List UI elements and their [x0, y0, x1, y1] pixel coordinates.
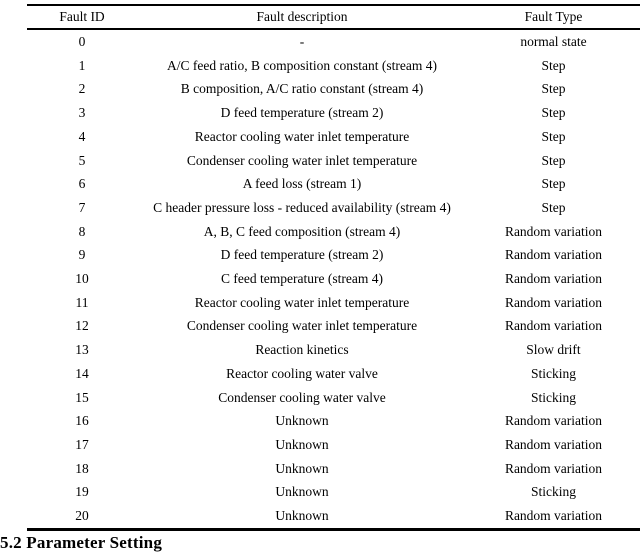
fault-description-cell: Condenser cooling water valve — [218, 389, 386, 405]
fault-description-cell: Unknown — [275, 508, 329, 524]
fault-description-cell: Reaction kinetics — [255, 342, 349, 358]
fault-id-cell: 11 — [75, 294, 89, 310]
table-header: Fault ID Fault description Fault Type — [27, 5, 640, 30]
fault-type-cell: Random variation — [504, 413, 603, 429]
fault-type-cell: Random variation — [504, 271, 603, 287]
fault-description-cell: A feed loss (stream 1) — [242, 176, 362, 192]
fault-type-cell: Sticking — [530, 365, 576, 381]
fault-description-cell: Condenser cooling water inlet temperatur… — [186, 152, 418, 168]
fault-description-cell: Reactor cooling water inlet temperature — [194, 294, 410, 310]
fault-description-cell: Unknown — [275, 484, 329, 500]
fault-type-cell: Slow drift — [526, 342, 581, 358]
fault-type-cell: Random variation — [504, 247, 603, 263]
fault-description-cell: Unknown — [275, 460, 329, 476]
fault-description-cell: D feed temperature (stream 2) — [220, 105, 384, 121]
column-header-fault-description: Fault description — [137, 5, 467, 30]
fault-id-cell: 20 — [75, 508, 89, 524]
table-header-row: Fault ID Fault description Fault Type — [27, 5, 640, 30]
table-row: 13 Reaction kinetics Slow drift — [27, 338, 640, 362]
section-heading: 5.2 Parameter Setting — [0, 533, 163, 552]
table-row: 4 Reactor cooling water inlet temperatur… — [27, 125, 640, 149]
fault-id-cell: 2 — [78, 81, 86, 97]
fault-list-table: Fault ID Fault description Fault Type 0 … — [27, 4, 640, 531]
fault-id-cell: 5 — [78, 152, 86, 168]
fault-description-cell: - — [299, 34, 305, 49]
table-row: 2 B composition, A/C ratio constant (str… — [27, 77, 640, 101]
fault-type-cell: Step — [541, 152, 566, 168]
table-row: 7 C header pressure loss - reduced avail… — [27, 196, 640, 220]
table-row: 0 - normal state — [27, 29, 640, 54]
table-row: 12 Condenser cooling water inlet tempera… — [27, 314, 640, 338]
fault-description-cell: Unknown — [275, 413, 329, 429]
fault-description-cell: Reactor cooling water valve — [226, 365, 378, 381]
fault-type-cell: Random variation — [504, 508, 603, 524]
fault-id-cell: 0 — [78, 34, 86, 49]
fault-id-cell: 10 — [75, 271, 89, 287]
fault-id-cell: 18 — [75, 460, 89, 476]
fault-description-cell: B composition, A/C ratio constant (strea… — [180, 81, 424, 97]
table-body: 0 - normal state 1 A/C feed ratio, B com… — [27, 29, 640, 529]
table-row: 8 A, B, C feed composition (stream 4) Ra… — [27, 220, 640, 244]
fault-type-cell: Random variation — [504, 294, 603, 310]
fault-id-cell: 8 — [78, 223, 86, 239]
table-row: 18 Unknown Random variation — [27, 457, 640, 481]
fault-id-cell: 14 — [75, 365, 89, 381]
fault-id-cell: 16 — [75, 413, 89, 429]
column-header-fault-id: Fault ID — [27, 5, 137, 30]
table-row: 17 Unknown Random variation — [27, 433, 640, 457]
fault-type-cell: Step — [541, 105, 566, 121]
fault-id-cell: 6 — [78, 176, 86, 192]
column-header-fault-type: Fault Type — [467, 5, 640, 30]
table-row: 11 Reactor cooling water inlet temperatu… — [27, 291, 640, 315]
table-row: 1 A/C feed ratio, B composition constant… — [27, 54, 640, 78]
fault-type-cell: Step — [541, 128, 566, 144]
fault-id-cell: 19 — [75, 484, 89, 500]
fault-type-cell: Random variation — [504, 436, 603, 452]
fault-description-cell: A, B, C feed composition (stream 4) — [203, 223, 401, 239]
table-row: 15 Condenser cooling water valve Stickin… — [27, 386, 640, 410]
fault-description-cell: A/C feed ratio, B composition constant (… — [167, 57, 437, 73]
fault-id-cell: 15 — [75, 389, 89, 405]
table-row: 16 Unknown Random variation — [27, 409, 640, 433]
fault-type-cell: Random variation — [504, 460, 603, 476]
fault-id-cell: 7 — [78, 199, 86, 215]
fault-id-cell: 4 — [78, 128, 86, 144]
fault-id-cell: 3 — [78, 105, 86, 121]
fault-description-cell: C feed temperature (stream 4) — [221, 271, 383, 287]
fault-description-cell: D feed temperature (stream 2) — [220, 247, 384, 263]
fault-description-cell: Condenser cooling water inlet temperatur… — [186, 318, 418, 334]
fault-type-cell: Random variation — [504, 318, 603, 334]
table-row: 5 Condenser cooling water inlet temperat… — [27, 149, 640, 173]
table-row: 9 D feed temperature (stream 2) Random v… — [27, 243, 640, 267]
fault-type-cell: Sticking — [530, 484, 576, 500]
fault-type-cell: Step — [541, 176, 566, 192]
fault-description-cell: Reactor cooling water inlet temperature — [194, 128, 410, 144]
fault-description-cell: Unknown — [275, 436, 329, 452]
table-row: 20 Unknown Random variation — [27, 504, 640, 529]
fault-id-cell: 17 — [75, 436, 89, 452]
table-row: 14 Reactor cooling water valve Sticking — [27, 362, 640, 386]
table-row: 19 Unknown Sticking — [27, 480, 640, 504]
fault-id-cell: 13 — [75, 342, 89, 358]
fault-id-cell: 1 — [78, 57, 86, 73]
fault-id-cell: 12 — [75, 318, 89, 334]
fault-description-cell: C header pressure loss - reduced availab… — [153, 199, 451, 215]
fault-type-cell: Step — [541, 199, 566, 215]
table-row: 10 C feed temperature (stream 4) Random … — [27, 267, 640, 291]
table-row: 6 A feed loss (stream 1) Step — [27, 172, 640, 196]
fault-id-cell: 9 — [78, 247, 86, 263]
fault-type-cell: Sticking — [530, 389, 576, 405]
fault-type-cell: Step — [541, 81, 566, 97]
table-row: 3 D feed temperature (stream 2) Step — [27, 101, 640, 125]
fault-type-cell: Random variation — [504, 223, 603, 239]
fault-type-cell: Step — [541, 57, 566, 73]
fault-type-cell: normal state — [520, 34, 587, 49]
